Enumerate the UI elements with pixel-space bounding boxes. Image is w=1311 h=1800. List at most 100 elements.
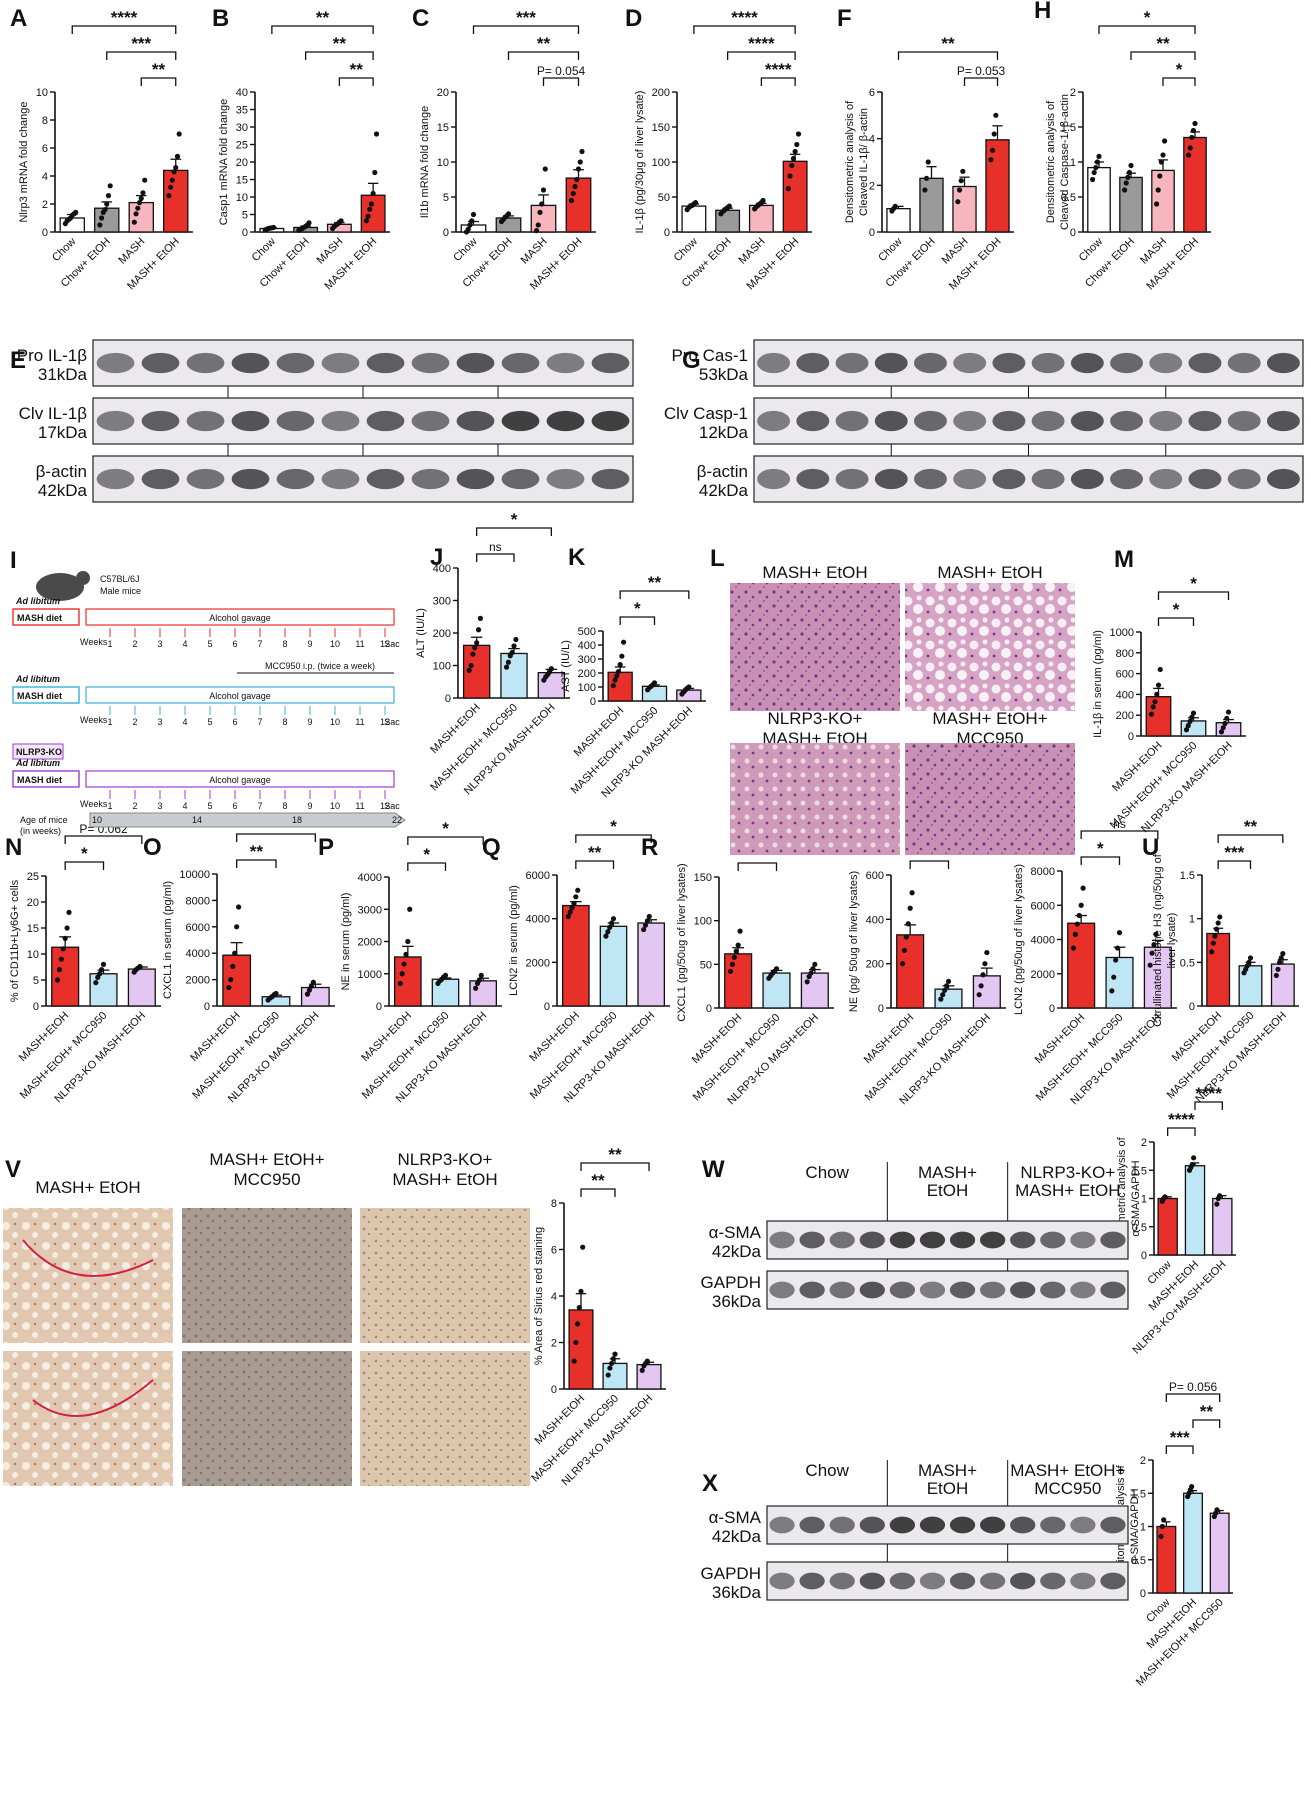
band	[591, 468, 630, 490]
y-tick-label: 0	[445, 693, 451, 705]
data-point	[903, 934, 909, 940]
band	[757, 468, 791, 490]
band	[1100, 1231, 1126, 1249]
y-tick-label: 2000	[526, 957, 550, 969]
bar	[919, 177, 944, 233]
y-tick-label: 10000	[179, 869, 210, 881]
y-tick-label: 0	[878, 1003, 884, 1015]
histology-title: MASH+ EtOH	[937, 563, 1042, 582]
y-tick-label: 30	[236, 122, 248, 134]
x-tick-label: Chow	[451, 236, 479, 264]
data-point	[1155, 682, 1162, 688]
data-point	[1155, 187, 1161, 193]
data-point	[66, 909, 72, 916]
y-axis-label: AST (IU/L)	[560, 640, 572, 692]
data-point	[1185, 723, 1191, 729]
band	[411, 468, 450, 490]
week-number: 6	[232, 801, 237, 811]
significance-label: **	[333, 34, 347, 53]
week-number: 8	[282, 717, 287, 727]
significance-label: ***	[131, 34, 151, 53]
data-point	[105, 193, 112, 199]
data-point	[1094, 159, 1100, 165]
panel-label: J	[430, 544, 443, 571]
chart-B: B 0 5 10 15 20 25 30 35 40 Casp1 mRNA fold change C…	[212, 5, 390, 292]
y-tick-label: 6000	[526, 870, 550, 882]
data-point	[1078, 902, 1084, 908]
significance-label: *	[1173, 600, 1180, 619]
data-point	[1116, 930, 1123, 936]
y-tick-label: 4000	[358, 872, 382, 884]
band	[231, 352, 270, 374]
ad-libitum-label: Ad libitum	[15, 758, 60, 768]
band	[799, 1231, 825, 1249]
band	[1149, 468, 1183, 490]
weeks-label: Weeks	[80, 637, 108, 647]
data-point	[1122, 187, 1128, 193]
band	[874, 410, 908, 432]
band	[186, 410, 225, 432]
band	[992, 352, 1026, 374]
bar	[1067, 922, 1096, 1009]
data-point	[573, 894, 579, 900]
data-point	[943, 983, 950, 989]
data-point	[370, 190, 376, 197]
y-tick-label: 6	[551, 1245, 557, 1257]
band	[1266, 468, 1300, 490]
y-tick-label: 0	[551, 1384, 557, 1396]
band	[1110, 468, 1144, 490]
band-label: Clv IL-1β 17kDa	[19, 404, 88, 442]
data-point	[228, 977, 234, 983]
data-point	[469, 218, 475, 224]
significance-label: P= 0.053	[957, 64, 1006, 78]
band	[186, 352, 225, 374]
bar	[500, 652, 528, 699]
y-tick-label: 6	[869, 87, 875, 99]
significance-bracket	[507, 51, 580, 60]
significance-bracket	[1165, 1445, 1194, 1454]
y-tick-label: 4000	[1031, 935, 1055, 947]
week-number: 2	[132, 639, 137, 649]
x-tick-label: MASH	[116, 236, 147, 267]
data-point	[573, 1339, 579, 1346]
band	[979, 1281, 1006, 1299]
significance-bracket	[1162, 77, 1196, 86]
blot-strip	[766, 1561, 1129, 1601]
data-point	[306, 987, 313, 993]
data-point	[533, 228, 540, 234]
band	[829, 1516, 855, 1534]
band	[501, 410, 540, 432]
y-tick-label: 100	[578, 682, 596, 694]
band	[769, 1572, 795, 1590]
band	[757, 410, 791, 432]
y-tick-label: 800	[1116, 648, 1134, 660]
data-point	[575, 166, 582, 172]
data-point	[1246, 959, 1252, 965]
data-point	[1148, 711, 1155, 717]
data-point	[397, 980, 403, 987]
data-point	[940, 992, 946, 998]
band	[411, 352, 450, 374]
data-point	[575, 887, 581, 893]
band	[456, 410, 495, 432]
y-tick-label: 15	[437, 122, 449, 134]
y-tick-label: 20	[437, 87, 449, 99]
histology-title: MASH+ EtOH+ MCC950	[209, 1150, 324, 1189]
bar	[1206, 932, 1231, 1007]
data-point	[505, 211, 512, 217]
data-point	[605, 1372, 611, 1378]
data-point	[98, 215, 105, 221]
significance-bracket	[693, 25, 796, 34]
data-point	[922, 187, 928, 193]
bar	[530, 204, 557, 233]
bar	[599, 925, 628, 1007]
week-number: 12	[380, 801, 390, 811]
significance-label: ***	[516, 8, 536, 27]
data-point	[1157, 173, 1163, 179]
data-point	[1214, 1507, 1220, 1513]
data-point	[760, 197, 766, 204]
band	[141, 410, 180, 432]
